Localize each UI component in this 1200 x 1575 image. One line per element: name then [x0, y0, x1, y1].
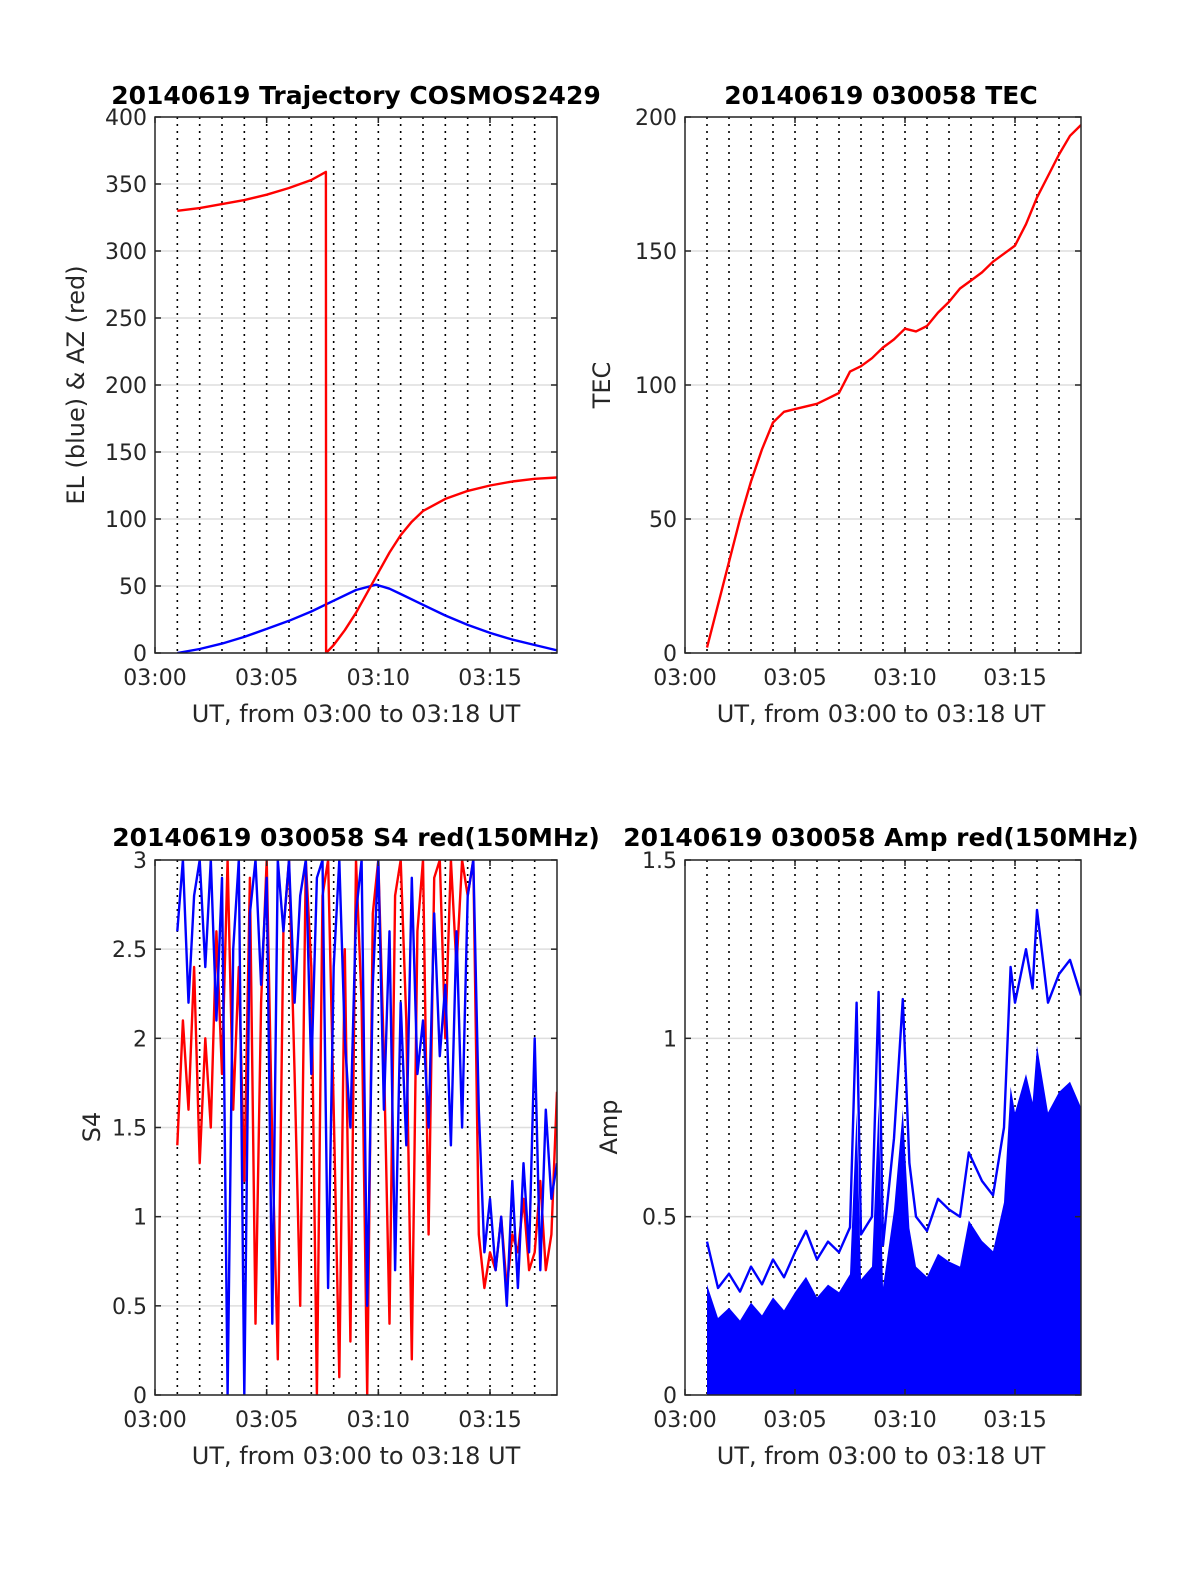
s4-title: 20140619 030058 S4 red(150MHz): [112, 823, 600, 852]
tec-panel: 20140619 030058 TEC TEC UT, from 03:00 t…: [588, 81, 1082, 728]
amp-ylabel: Amp: [595, 1099, 623, 1154]
s4-xlabel: UT, from 03:00 to 03:18 UT: [192, 1442, 521, 1470]
amp-ytick-label: 0.5: [642, 1206, 677, 1231]
tec-xlabel: UT, from 03:00 to 03:18 UT: [717, 700, 1046, 728]
trajectory-ytick-label: 100: [105, 508, 147, 533]
tec-xtick-label: 03:00: [653, 666, 716, 691]
s4-ytick-label: 0.5: [112, 1295, 147, 1320]
trajectory-ytick-label: 400: [105, 106, 147, 131]
trajectory-panel: 20140619 Trajectory COSMOS2429 EL (blue)…: [62, 81, 601, 728]
tec-series-0-line: [705, 124, 1081, 648]
trajectory-series-1-line: [177, 170, 557, 653]
s4-xtick-label: 03:10: [347, 1408, 410, 1433]
trajectory-xlabel: UT, from 03:00 to 03:18 UT: [192, 700, 521, 728]
tec-ytick-label: 100: [635, 374, 677, 399]
s4-ytick-label: 2.5: [112, 938, 147, 963]
s4-xtick-label: 03:05: [235, 1408, 298, 1433]
amp-dense-fill: [707, 1045, 1081, 1395]
trajectory-series-0-line: [177, 583, 557, 653]
trajectory-ytick-label: 200: [105, 374, 147, 399]
tec-ylabel: TEC: [588, 362, 616, 410]
amp-ytick-label: 0: [663, 1384, 677, 1409]
trajectory-ytick-label: 50: [119, 575, 147, 600]
trajectory-ytick-label: 150: [105, 441, 147, 466]
amp-xlabel: UT, from 03:00 to 03:18 UT: [717, 1442, 1046, 1470]
tec-xtick-label: 03:15: [983, 666, 1046, 691]
amp-panel: 20140619 030058 Amp red(150MHz) Amp UT, …: [595, 823, 1139, 1470]
tec-xtick-label: 03:05: [763, 666, 826, 691]
amp-axes-box: [684, 859, 1082, 1396]
trajectory-ytick-label: 300: [105, 240, 147, 265]
trajectory-xtick-label: 03:15: [458, 666, 521, 691]
amp-xtick-label: 03:05: [763, 1408, 826, 1433]
trajectory-xtick-label: 03:05: [235, 666, 298, 691]
amp-xtick-label: 03:15: [983, 1408, 1046, 1433]
amp-xtick-label: 03:00: [653, 1408, 716, 1433]
trajectory-title: 20140619 Trajectory COSMOS2429: [111, 81, 601, 110]
s4-ytick-label: 1: [133, 1206, 147, 1231]
tec-ytick-label: 200: [635, 106, 677, 131]
s4-series-1-line: [176, 860, 557, 1395]
amp-ytick-label: 1.5: [642, 849, 677, 874]
tec-title: 20140619 030058 TEC: [724, 81, 1037, 110]
trajectory-xtick-label: 03:00: [123, 666, 186, 691]
s4-ytick-label: 1.5: [112, 1117, 147, 1142]
amp-xtick-label: 03:10: [873, 1408, 936, 1433]
tec-ytick-label: 0: [663, 642, 677, 667]
trajectory-xtick-label: 03:10: [347, 666, 410, 691]
s4-ytick-label: 2: [133, 1027, 147, 1052]
tec-xtick-label: 03:10: [873, 666, 936, 691]
tec-ytick-label: 50: [649, 508, 677, 533]
trajectory-ytick-label: 250: [105, 307, 147, 332]
amp-series-0-line: [705, 908, 1081, 1293]
s4-ytick-label: 0: [133, 1384, 147, 1409]
s4-panel: 20140619 030058 S4 red(150MHz) S4 UT, fr…: [78, 823, 600, 1470]
s4-xtick-label: 03:15: [458, 1408, 521, 1433]
trajectory-ytick-label: 350: [105, 173, 147, 198]
trajectory-ytick-label: 0: [133, 642, 147, 667]
s4-ytick-label: 3: [133, 849, 147, 874]
amp-title: 20140619 030058 Amp red(150MHz): [623, 823, 1139, 852]
s4-xtick-label: 03:00: [123, 1408, 186, 1433]
amp-ytick-label: 1: [663, 1027, 677, 1052]
s4-ylabel: S4: [78, 1112, 106, 1143]
trajectory-ylabel: EL (blue) & AZ (red): [62, 265, 90, 504]
tec-ytick-label: 150: [635, 240, 677, 265]
